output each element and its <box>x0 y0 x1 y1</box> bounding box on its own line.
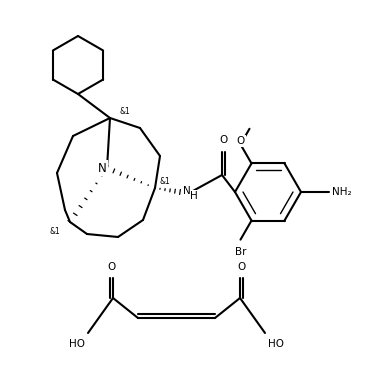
Text: &1: &1 <box>119 106 130 116</box>
Text: O: O <box>108 262 116 272</box>
Text: HO: HO <box>268 339 284 349</box>
Text: &1: &1 <box>50 228 61 236</box>
Text: &1: &1 <box>160 178 171 186</box>
Text: NH₂: NH₂ <box>332 187 352 197</box>
Text: H: H <box>190 191 198 201</box>
Text: HO: HO <box>69 339 85 349</box>
Text: Br: Br <box>235 247 246 257</box>
Text: O: O <box>236 137 244 146</box>
Text: O: O <box>219 135 227 145</box>
Text: O: O <box>237 262 245 272</box>
Text: N: N <box>98 161 107 174</box>
Text: N: N <box>183 186 191 196</box>
